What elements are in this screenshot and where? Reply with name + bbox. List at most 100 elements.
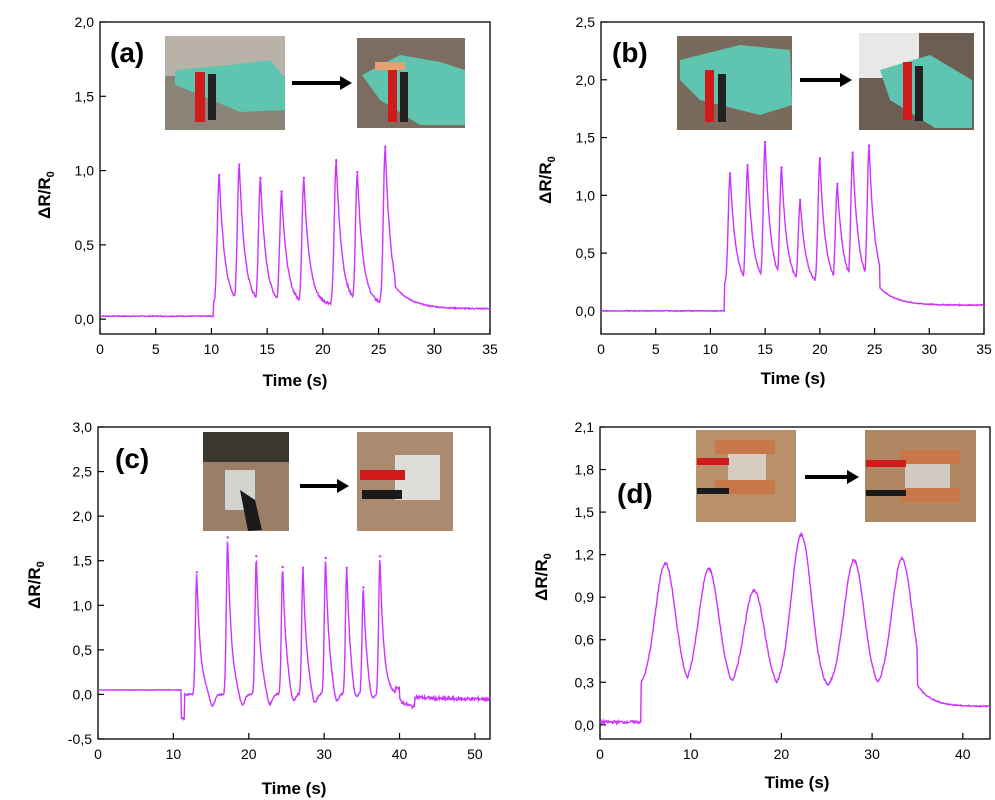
y-tick-label: 0,9 — [575, 589, 595, 605]
peak-point — [281, 565, 284, 569]
x-tick-label: 10 — [703, 341, 719, 357]
peak-point — [753, 588, 756, 592]
series-line — [599, 531, 991, 727]
series-line — [600, 142, 985, 313]
peak-point — [280, 190, 283, 193]
inset-arrow — [805, 470, 859, 484]
y-axis-label-main: ΔR/R — [25, 567, 44, 609]
y-tick-label: 0,0 — [73, 686, 93, 702]
peak-point — [302, 176, 306, 180]
x-tick-label: 0 — [596, 746, 604, 762]
x-tick-label: 20 — [315, 341, 331, 357]
x-tick-label: 10 — [683, 746, 699, 762]
y-tick-label: 1,5 — [73, 553, 93, 569]
peak-point — [707, 567, 710, 570]
x-ticks: 0 5 10 15 20 25 30 35 — [96, 328, 498, 357]
x-axis-label: Time (s) — [263, 371, 328, 390]
x-tick-label: 10 — [204, 341, 220, 357]
inset-photo-before — [203, 432, 289, 531]
peak-markers — [195, 536, 382, 589]
y-tick-label: 0,0 — [575, 717, 595, 733]
x-axis-label: Time (s) — [761, 369, 826, 388]
peak-point — [356, 170, 359, 174]
peak-point — [335, 159, 338, 162]
peak-point — [851, 151, 854, 154]
y-axis-label: ΔR/R0 — [536, 156, 558, 204]
y-tick-label: 2,0 — [75, 14, 95, 30]
x-tick-label: 5 — [652, 341, 660, 357]
x-tick-label: 15 — [259, 341, 275, 357]
inset-arrow — [300, 479, 349, 493]
inset-photo-before — [165, 36, 285, 130]
y-ticks: -0,5 0,0 0,5 1,0 1,5 2,0 2,5 3,0 — [68, 419, 104, 747]
series-line — [99, 147, 491, 318]
y-tick-label: 1,0 — [576, 187, 596, 203]
peak-markers — [728, 141, 871, 202]
peak-markers — [664, 533, 904, 592]
y-tick-label: 0,3 — [575, 674, 595, 690]
x-tick-label: 10 — [166, 746, 182, 762]
panel-d: 0,0 0,3 0,6 0,9 1,2 1,5 1,8 2,1 0 10 20 30 40 (d) T… — [532, 419, 991, 792]
peak-point — [900, 557, 904, 561]
y-tick-label: 0,0 — [576, 303, 596, 319]
peak-point — [836, 182, 839, 185]
peak-point — [664, 561, 667, 565]
x-tick-label: 40 — [392, 746, 408, 762]
peak-point — [345, 566, 348, 569]
y-tick-label: 2,0 — [73, 508, 93, 524]
peak-point — [218, 173, 221, 177]
panel-a: 0,0 0,5 1,0 1,5 2,0 0 5 10 15 20 25 30 35 (a) Time … — [35, 14, 498, 390]
x-tick-label: 30 — [921, 341, 937, 357]
y-tick-label: 2,5 — [576, 14, 596, 30]
inset-arrow — [292, 76, 352, 90]
y-axis-label: ΔR/R0 — [25, 561, 47, 609]
x-tick-label: 15 — [757, 341, 773, 357]
y-tick-label: 1,0 — [73, 597, 93, 613]
y-axis-label-main: ΔR/R — [536, 162, 555, 204]
peak-point — [852, 559, 856, 562]
y-tick-label: 1,0 — [75, 163, 95, 179]
y-ticks: 0,0 0,5 1,0 1,5 2,0 — [75, 14, 106, 327]
panel-c: -0,5 0,0 0,5 1,0 1,5 2,0 2,5 3,0 0 10 20 30 40 50 (c… — [25, 419, 491, 798]
series-line — [97, 541, 491, 721]
peak-point — [378, 555, 382, 558]
x-axis-label: Time (s) — [765, 773, 830, 792]
x-ticks: 0 10 20 30 40 50 — [94, 733, 483, 762]
y-tick-label: 0,5 — [75, 237, 95, 253]
y-ticks: 0,0 0,3 0,6 0,9 1,2 1,5 1,8 2,1 — [575, 419, 606, 733]
inset-photo-before — [696, 430, 796, 522]
peak-point — [259, 176, 262, 180]
y-axis-label-sub: 0 — [542, 553, 554, 559]
x-tick-label: 20 — [774, 746, 790, 762]
panel-label: (c) — [115, 443, 149, 474]
y-axis-label: ΔR/R0 — [532, 553, 554, 601]
x-ticks: 0 5 10 15 20 25 30 35 — [597, 328, 992, 357]
y-axis-label-main: ΔR/R — [532, 559, 551, 601]
y-tick-label: 1,8 — [575, 462, 595, 478]
x-tick-label: 25 — [867, 341, 883, 357]
peak-point — [763, 141, 767, 144]
x-axis-label: Time (s) — [262, 779, 327, 798]
x-tick-label: 30 — [316, 746, 332, 762]
peak-point — [780, 166, 783, 169]
peak-point — [867, 144, 871, 147]
x-tick-label: 35 — [976, 341, 992, 357]
x-tick-label: 20 — [241, 746, 257, 762]
x-tick-label: 25 — [371, 341, 387, 357]
peak-point — [799, 198, 802, 202]
peak-point — [384, 145, 387, 148]
x-tick-label: 0 — [96, 341, 104, 357]
inset-photo-after — [865, 430, 976, 522]
y-tick-label: 0,5 — [576, 245, 596, 261]
y-tick-label: 1,2 — [575, 547, 595, 563]
peak-point — [238, 163, 241, 166]
y-axis-label-sub: 0 — [546, 156, 558, 162]
y-tick-label: 1,5 — [575, 504, 595, 520]
y-tick-label: 2,5 — [73, 464, 93, 480]
y-tick-label: 3,0 — [73, 419, 93, 435]
peak-point — [800, 533, 803, 536]
peak-point — [324, 556, 327, 560]
x-tick-label: 35 — [482, 341, 498, 357]
x-tick-label: 30 — [864, 746, 880, 762]
